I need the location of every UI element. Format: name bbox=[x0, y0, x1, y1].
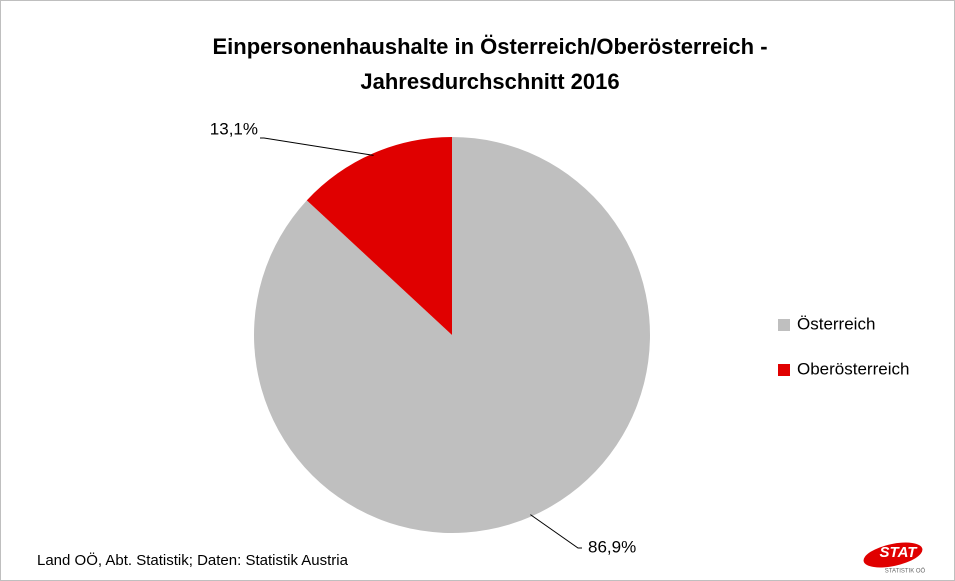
logo-text: STAT bbox=[880, 544, 919, 561]
chart-title: Einpersonenhaushalte in Österreich/Oberö… bbox=[212, 34, 767, 59]
data-label: 13,1% bbox=[210, 119, 258, 138]
data-label: 86,9% bbox=[588, 537, 636, 556]
chart-title: Jahresdurchschnitt 2016 bbox=[360, 69, 619, 94]
logo-shape bbox=[863, 542, 923, 568]
legend-swatch bbox=[778, 364, 790, 376]
legend-label: Österreich bbox=[797, 314, 875, 333]
leader-line bbox=[530, 514, 582, 549]
logo: STAT STATISTIK OÖ bbox=[863, 542, 926, 575]
source-note: Land OÖ, Abt. Statistik; Daten: Statisti… bbox=[37, 551, 349, 569]
logo-subtext: STATISTIK OÖ bbox=[885, 568, 926, 575]
pie-slice bbox=[306, 137, 452, 335]
legend-swatch bbox=[778, 319, 790, 331]
legend-label: Oberösterreich bbox=[797, 359, 909, 378]
pie-slice bbox=[253, 137, 651, 534]
leader-line bbox=[260, 137, 374, 156]
